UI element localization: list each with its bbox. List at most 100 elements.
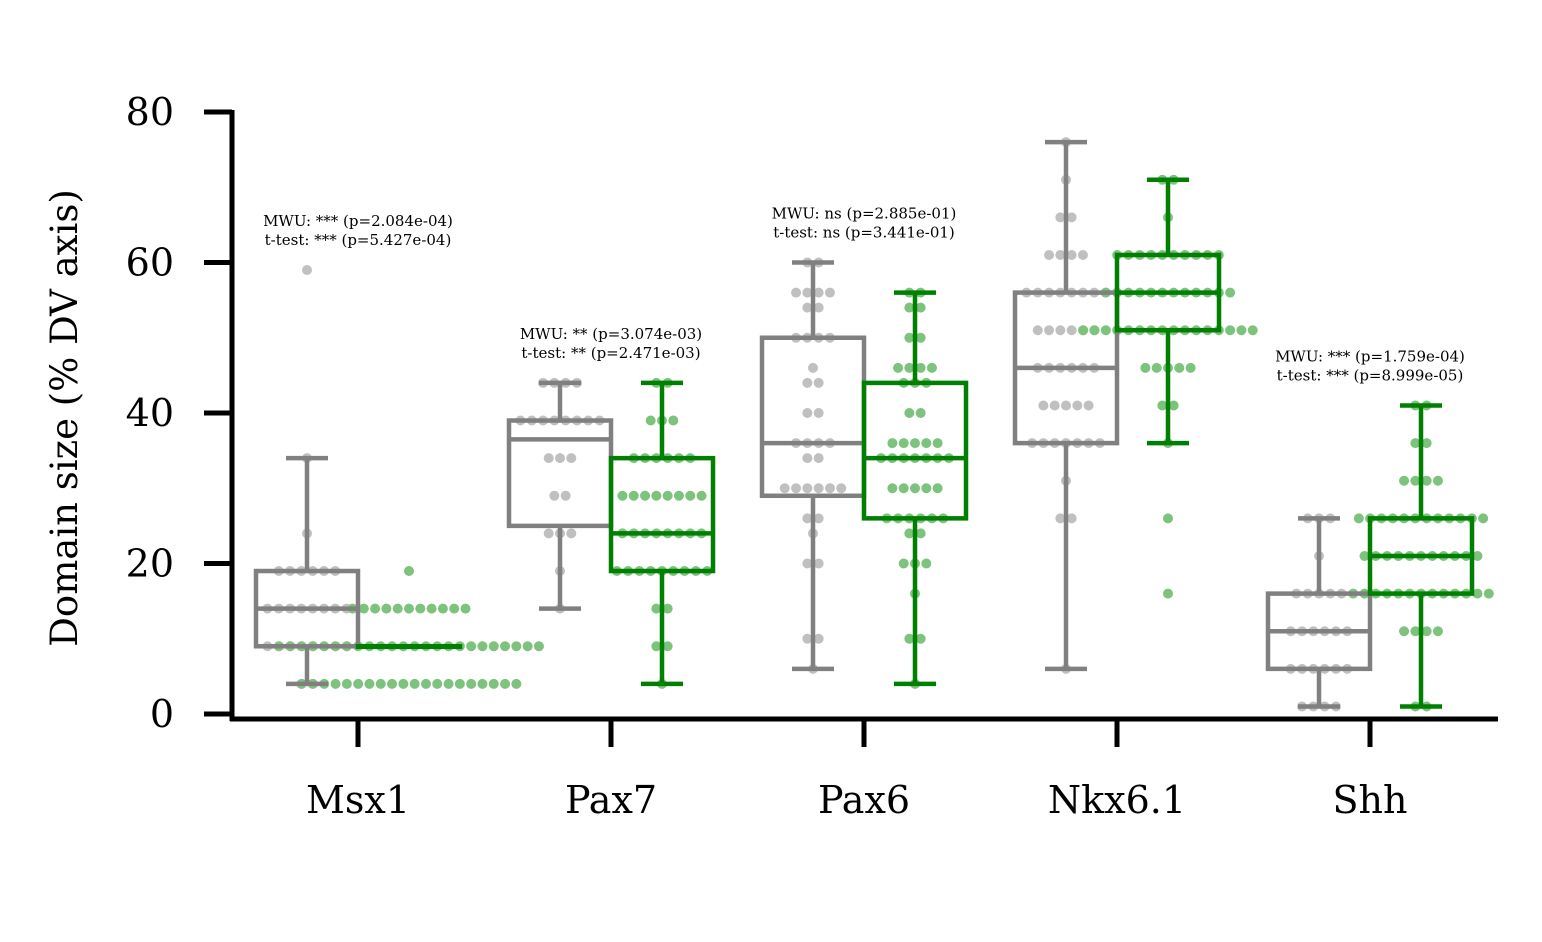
point-msx1-treated	[404, 566, 414, 577]
box-pax7-control	[506, 380, 614, 611]
point-pax6-treated	[898, 483, 909, 494]
point-pax6-control	[836, 483, 847, 494]
point-msx1-treated	[511, 641, 522, 652]
box-pax6-control	[759, 260, 867, 672]
point-pax6-treated	[915, 408, 926, 418]
point-pax6-control	[802, 377, 813, 388]
point-msx1-treated	[415, 603, 426, 614]
point-pax6-treated	[910, 438, 920, 449]
point-shh-treated	[1483, 588, 1494, 599]
point-msx1-treated	[420, 678, 431, 689]
point-msx1-treated	[432, 678, 443, 689]
point-msx1-treated	[533, 641, 544, 652]
point-msx1-treated	[488, 678, 499, 689]
point-nkx6-1-treated	[1157, 400, 1168, 411]
point-msx1-treated	[500, 641, 511, 652]
point-pax6-control	[824, 287, 835, 298]
point-pax6-treated	[898, 558, 909, 569]
point-nkx6-1-treated	[1185, 362, 1196, 373]
point-shh-treated	[1432, 626, 1443, 637]
point-nkx6-1-control	[1072, 400, 1083, 411]
point-shh-treated	[1410, 626, 1421, 637]
box-shh-treated	[1367, 403, 1475, 709]
y-tick-label: 20	[126, 542, 174, 586]
point-pax7-treated	[668, 415, 679, 426]
point-nkx6-1-control	[1066, 212, 1077, 223]
point-pax6-control	[813, 377, 824, 388]
point-pax7-treated	[662, 603, 673, 614]
point-pax7-control	[555, 453, 565, 464]
axes: Msx1 Pax7 Pax6 Nkx6.1 Shh 0 20 40 60 80	[126, 90, 1498, 822]
annotation-pax6: t-test: ns (p=3.441e-01)	[773, 224, 955, 242]
point-pax6-treated	[915, 633, 926, 644]
point-nkx6-1-treated	[1225, 287, 1236, 298]
point-pax6-control	[802, 302, 813, 313]
point-pax7-control	[543, 528, 554, 539]
point-shh-treated	[1421, 626, 1432, 637]
point-pax7-treated	[651, 603, 662, 614]
point-nkx6-1-treated	[1163, 588, 1173, 599]
point-nkx6-1-treated	[1168, 400, 1179, 411]
point-nkx6-1-control	[1032, 325, 1043, 336]
point-msx1-treated	[466, 678, 477, 689]
point-nkx6-1-control	[1066, 513, 1077, 524]
point-msx1-treated	[511, 678, 522, 689]
point-pax6-control	[813, 408, 824, 418]
point-msx1-treated	[454, 678, 465, 689]
boxes	[253, 139, 1475, 709]
point-pax6-control	[802, 513, 813, 524]
point-nkx6-1-control	[1083, 400, 1094, 411]
point-shh-treated	[1478, 513, 1489, 524]
point-nkx6-1-treated	[1100, 325, 1111, 336]
point-pax6-treated	[915, 302, 926, 313]
point-msx1-treated	[426, 603, 437, 614]
point-shh-treated	[1410, 438, 1421, 449]
point-pax6-control	[813, 287, 824, 298]
point-nkx6-1-control	[1066, 249, 1077, 260]
point-nkx6-1-treated	[1151, 362, 1162, 373]
point-msx1-treated	[392, 603, 403, 614]
point-shh-treated	[1410, 475, 1421, 486]
point-msx1-treated	[466, 641, 477, 652]
point-shh-treated	[1359, 550, 1370, 561]
point-shh-treated	[1472, 588, 1483, 599]
point-nkx6-1-control	[1061, 400, 1071, 411]
y-tick-label: 80	[126, 90, 174, 134]
point-msx1-treated	[443, 678, 454, 689]
y-tick-label: 40	[126, 391, 174, 435]
point-nkx6-1-control	[1055, 513, 1066, 524]
point-pax6-control	[802, 558, 813, 569]
y-tick-label: 0	[150, 692, 174, 736]
x-tick-label-pax6: Pax6	[818, 778, 910, 822]
box-msx1-treated	[355, 644, 463, 650]
point-shh-treated	[1421, 475, 1432, 486]
point-pax6-control	[791, 483, 802, 494]
point-msx1-treated	[477, 641, 488, 652]
point-pax6-control	[813, 558, 824, 569]
point-pax6-control	[802, 287, 813, 298]
point-msx1-treated	[500, 678, 511, 689]
point-pax7-control	[543, 453, 554, 464]
point-pax6-treated	[926, 362, 937, 373]
point-nkx6-1-control	[1077, 249, 1088, 260]
point-pax6-control	[802, 483, 813, 494]
point-pax6-treated	[932, 483, 943, 494]
point-pax6-treated	[904, 633, 915, 644]
point-pax6-control	[779, 483, 790, 494]
point-pax6-treated	[904, 302, 915, 313]
box-shh-control	[1265, 516, 1373, 709]
point-nkx6-1-control	[1038, 400, 1049, 411]
point-pax6-control	[813, 483, 824, 494]
point-pax6-treated	[910, 483, 920, 494]
point-nkx6-1-treated	[1225, 325, 1236, 336]
point-pax6-treated	[904, 362, 915, 373]
x-tick-label-shh: Shh	[1333, 778, 1408, 822]
point-nkx6-1-treated	[1140, 362, 1151, 373]
point-msx1-treated	[387, 678, 398, 689]
point-msx1-treated	[477, 678, 488, 689]
point-pax6-control	[813, 453, 824, 464]
point-pax6-control	[824, 483, 835, 494]
point-msx1-treated	[404, 603, 414, 614]
point-pax7-treated	[685, 490, 696, 501]
